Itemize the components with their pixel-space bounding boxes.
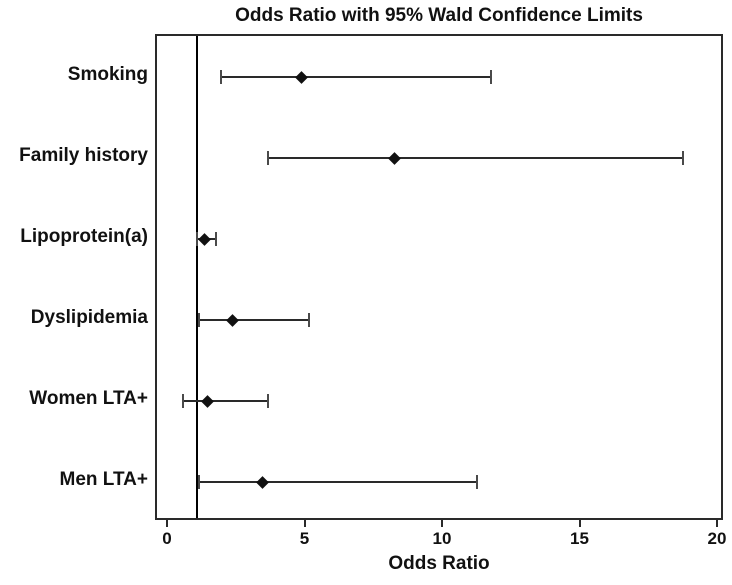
ci-upper-cap <box>476 475 478 489</box>
x-axis-tick-label: 10 <box>432 529 452 548</box>
confidence-interval-line <box>268 157 684 159</box>
x-axis-tick <box>578 520 581 527</box>
category-label: Lipoprotein(a) <box>20 226 148 247</box>
ci-upper-cap <box>267 394 269 408</box>
reference-line <box>195 36 198 518</box>
category-label: Women LTA+ <box>29 388 148 409</box>
ci-lower-cap <box>220 70 223 84</box>
point-estimate-marker <box>198 232 212 246</box>
x-axis-tick <box>303 520 306 527</box>
x-axis-title: Odds Ratio <box>388 553 490 574</box>
plot-area <box>155 34 723 520</box>
chart-title: Odds Ratio with 95% Wald Confidence Limi… <box>235 5 643 26</box>
ci-upper-cap <box>682 151 685 165</box>
category-label: Dyslipidemia <box>30 307 148 328</box>
x-axis-tick-label: 5 <box>299 529 310 548</box>
ci-upper-cap <box>214 232 217 246</box>
x-axis-tick <box>166 520 168 527</box>
category-label: Family history <box>19 145 148 166</box>
category-label: Smoking <box>67 64 148 85</box>
ci-lower-cap <box>198 313 201 327</box>
ci-lower-cap <box>195 232 198 246</box>
ci-upper-cap <box>489 70 492 84</box>
confidence-interval-line <box>199 319 310 321</box>
ci-lower-cap <box>181 394 184 408</box>
x-axis-tick-label: 15 <box>570 529 589 548</box>
confidence-interval-line <box>182 400 268 402</box>
x-axis-tick <box>441 520 443 527</box>
confidence-interval-line <box>199 481 477 483</box>
category-label: Men LTA+ <box>59 469 149 490</box>
point-estimate-marker <box>256 475 269 489</box>
point-estimate-marker <box>201 394 214 408</box>
point-estimate-marker <box>294 70 308 84</box>
x-axis-tick-label: 20 <box>707 529 727 548</box>
confidence-interval-line <box>221 76 491 78</box>
x-axis-tick <box>716 520 718 527</box>
ci-lower-cap <box>198 475 201 489</box>
point-estimate-marker <box>388 151 401 165</box>
point-estimate-marker <box>225 313 239 327</box>
x-axis-tick-label: 0 <box>162 529 172 548</box>
ci-lower-cap <box>267 151 269 165</box>
ci-upper-cap <box>308 313 311 327</box>
